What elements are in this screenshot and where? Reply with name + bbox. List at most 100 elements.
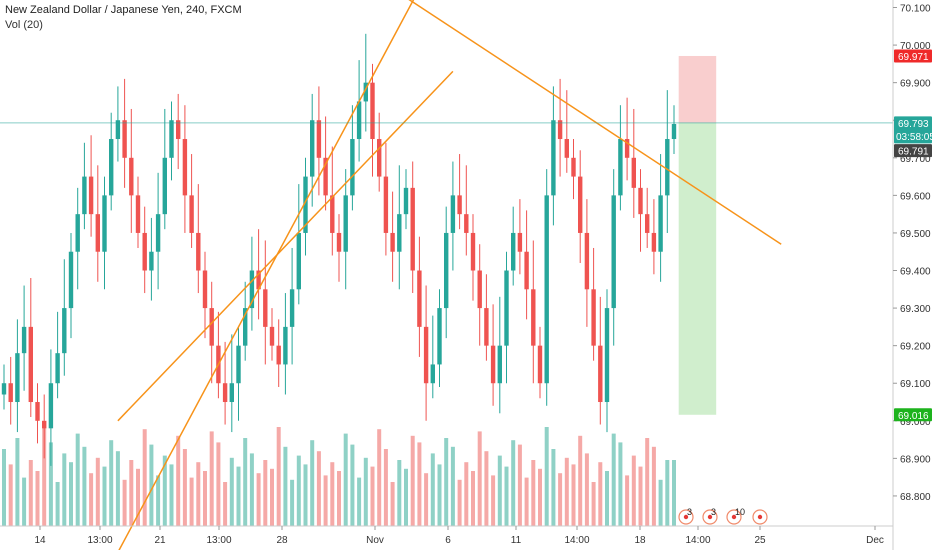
candle[interactable] (249, 270, 255, 309)
candle[interactable] (490, 345, 496, 384)
candle[interactable] (35, 402, 40, 421)
candle[interactable] (256, 270, 261, 290)
candle[interactable] (8, 383, 13, 403)
candle[interactable] (665, 139, 670, 196)
candle[interactable] (598, 345, 603, 403)
candle[interactable] (42, 420, 47, 429)
candle[interactable] (209, 308, 214, 346)
candle[interactable] (464, 214, 469, 233)
candle[interactable] (102, 195, 107, 252)
candle[interactable] (403, 187, 409, 215)
candle[interactable] (470, 232, 476, 271)
candle[interactable] (149, 251, 154, 271)
candle[interactable] (122, 120, 127, 158)
candle[interactable] (169, 120, 174, 158)
candle[interactable] (624, 139, 630, 158)
candle[interactable] (484, 308, 489, 346)
candle[interactable] (524, 251, 529, 290)
candle[interactable] (557, 120, 563, 140)
candle[interactable] (202, 270, 208, 309)
candle[interactable] (383, 176, 389, 233)
candle[interactable] (222, 383, 228, 403)
candle[interactable] (611, 195, 616, 309)
candle[interactable] (276, 345, 281, 365)
candle[interactable] (497, 345, 502, 384)
candle[interactable] (263, 289, 268, 327)
candle[interactable] (343, 195, 348, 252)
trendline[interactable] (117, 0, 420, 553)
candle[interactable] (457, 195, 462, 215)
trendline[interactable] (393, 0, 782, 245)
candle[interactable] (330, 195, 335, 233)
candle[interactable] (176, 120, 181, 140)
candle[interactable] (658, 195, 663, 252)
candle[interactable] (310, 120, 315, 177)
candle[interactable] (196, 232, 201, 271)
candle[interactable] (377, 139, 382, 177)
candle[interactable] (638, 187, 643, 215)
candle[interactable] (236, 345, 241, 384)
candle[interactable] (645, 214, 650, 233)
stop-loss-zone[interactable] (678, 55, 717, 123)
candle[interactable] (564, 139, 569, 158)
trendline[interactable] (117, 70, 454, 422)
candle[interactable] (450, 195, 456, 233)
candle[interactable] (578, 176, 583, 233)
candle[interactable] (21, 326, 27, 354)
candle[interactable] (584, 232, 590, 290)
candle[interactable] (296, 232, 301, 290)
candle[interactable] (68, 251, 74, 309)
candle[interactable] (316, 120, 322, 158)
candle[interactable] (289, 289, 295, 327)
candle[interactable] (28, 326, 33, 403)
candle[interactable] (511, 232, 516, 271)
candle[interactable] (591, 289, 596, 346)
candle[interactable] (283, 326, 288, 365)
candle[interactable] (15, 353, 20, 403)
candle[interactable] (363, 82, 368, 102)
candle[interactable] (55, 353, 60, 384)
candle[interactable] (430, 364, 435, 384)
candle[interactable] (135, 195, 141, 233)
candle[interactable] (604, 308, 610, 403)
candle[interactable] (517, 232, 523, 252)
candle[interactable] (390, 232, 395, 252)
candle[interactable] (356, 101, 362, 140)
candle[interactable] (397, 214, 402, 252)
candle[interactable] (189, 195, 194, 233)
candle[interactable] (544, 195, 549, 384)
candle[interactable] (631, 157, 636, 188)
candle[interactable] (437, 308, 442, 365)
candle[interactable] (531, 289, 536, 346)
candle[interactable] (82, 176, 87, 215)
candle[interactable] (303, 176, 308, 233)
candle[interactable] (671, 123, 677, 140)
candle[interactable] (1, 383, 7, 395)
candle[interactable] (618, 139, 623, 196)
candle[interactable] (162, 157, 167, 215)
candle[interactable] (537, 345, 543, 384)
candle[interactable] (410, 187, 415, 271)
candle[interactable] (229, 383, 234, 403)
candle[interactable] (651, 232, 657, 252)
candle[interactable] (75, 214, 80, 252)
candle[interactable] (95, 214, 100, 252)
take-profit-zone[interactable] (678, 122, 717, 415)
candle[interactable] (88, 176, 94, 215)
candle[interactable] (444, 232, 449, 309)
candle[interactable] (370, 82, 375, 140)
candle[interactable] (142, 232, 147, 271)
candle[interactable] (243, 308, 248, 346)
candle[interactable] (48, 383, 54, 429)
candle[interactable] (336, 232, 342, 252)
candle[interactable] (551, 120, 556, 196)
candle[interactable] (155, 214, 161, 252)
candle[interactable] (109, 139, 114, 196)
candle[interactable] (417, 270, 422, 327)
candle[interactable] (62, 308, 67, 354)
candle[interactable] (323, 157, 328, 196)
candle[interactable] (504, 270, 509, 346)
candle[interactable] (477, 270, 482, 309)
candle[interactable] (350, 139, 355, 196)
